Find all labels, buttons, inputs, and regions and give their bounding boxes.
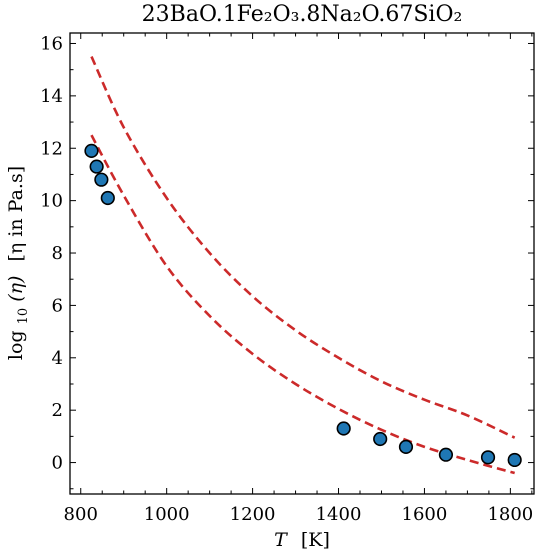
model-curve-upper	[90, 56, 516, 439]
y-tick-label: 8	[52, 243, 63, 264]
data-point-8	[438, 447, 454, 462]
data-point-9	[480, 450, 496, 465]
model-curve-lower	[90, 134, 516, 475]
x-tick-label: 1800	[487, 504, 533, 525]
y-tick-label: 12	[40, 138, 63, 159]
x-tick-label: 1200	[230, 504, 276, 525]
y-tick-label: 4	[52, 348, 63, 369]
data-point-5	[336, 421, 351, 436]
y-tick-label: 10	[40, 191, 63, 212]
data-point-7	[398, 439, 414, 454]
x-tick-label: 1600	[402, 504, 448, 525]
x-axis-unit: [K]	[301, 529, 330, 551]
data-point-6	[373, 431, 388, 447]
y-tick-label: 14	[40, 86, 63, 107]
plot-frame	[69, 32, 535, 495]
model-curves	[90, 56, 516, 475]
x-tick-label: 1400	[316, 504, 362, 525]
y-tick-label: 2	[52, 400, 63, 421]
x-tick-label: 1000	[144, 504, 190, 525]
data-point-10	[507, 452, 522, 468]
y-axis-log-sub: 10	[16, 308, 31, 325]
x-axis-ticks: 800 1000 1200 1400 1600 1800	[64, 33, 533, 525]
y-axis-label: log 10 (η) [η in Pa.s]	[5, 166, 32, 360]
y-tick-label: 6	[52, 295, 63, 316]
data-point-3	[94, 172, 109, 187]
x-axis-var: T	[274, 529, 288, 551]
chart-title: 23BaO.1Fe₂O₃.8Na₂O.67SiO₂	[142, 2, 463, 27]
data-points	[84, 143, 522, 468]
x-tick-label: 800	[64, 504, 98, 525]
y-axis-unit: [η in Pa.s]	[5, 166, 27, 262]
y-axis-log: log	[5, 330, 27, 360]
data-point-2	[89, 159, 104, 174]
y-axis-var: (η)	[5, 276, 27, 302]
x-axis-label: T [K]	[274, 529, 330, 551]
y-axis-ticks: 0 2 4 6 8 10 12 14 16	[40, 33, 534, 490]
y-tick-label: 16	[40, 33, 63, 54]
data-point-4	[100, 190, 115, 206]
y-tick-label: 0	[52, 453, 63, 474]
data-point-1	[84, 143, 99, 158]
